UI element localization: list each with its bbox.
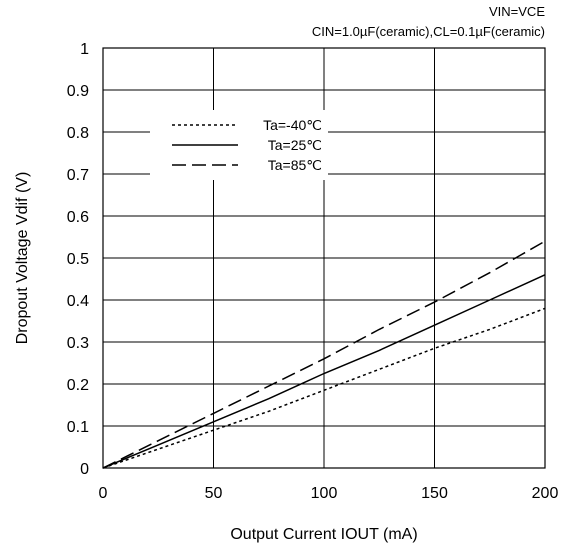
y-tick-label: 0.4 <box>67 293 89 310</box>
x-tick-label: 200 <box>532 485 559 502</box>
y-tick-label: 0.5 <box>67 251 89 268</box>
condition-note-capacitors: CIN=1.0µF(ceramic),CL=0.1µF(ceramic) <box>311 24 545 39</box>
y-tick-label: 0.9 <box>67 83 89 100</box>
x-tick-label: 150 <box>421 485 448 502</box>
legend-label-1: Ta=25℃ <box>268 137 322 153</box>
y-axis-label: Dropout Voltage Vdif (V) <box>14 172 31 345</box>
x-tick-label: 50 <box>205 485 223 502</box>
x-axis-label: Output Current IOUT (mA) <box>230 526 417 543</box>
legend-label-2: Ta=85℃ <box>268 157 322 173</box>
y-tick-label: 0 <box>80 461 89 478</box>
x-tick-label: 100 <box>311 485 338 502</box>
y-tick-label: 1 <box>80 41 89 58</box>
legend-label-0: Ta=-40℃ <box>263 117 322 133</box>
condition-note-vin: VIN=VCE <box>489 4 545 19</box>
y-tick-label: 0.2 <box>67 377 89 394</box>
y-tick-label: 0.6 <box>67 209 89 226</box>
y-tick-label: 0.8 <box>67 125 89 142</box>
plot-frame <box>102 47 546 469</box>
y-tick-label: 0.3 <box>67 335 89 352</box>
series-line-0 <box>102 307 546 469</box>
series-line-2 <box>102 240 546 469</box>
y-tick-label: 0.1 <box>67 419 89 436</box>
series-line-1 <box>102 274 546 469</box>
y-tick-label: 0.7 <box>67 167 89 184</box>
x-tick-label: 0 <box>99 485 108 502</box>
